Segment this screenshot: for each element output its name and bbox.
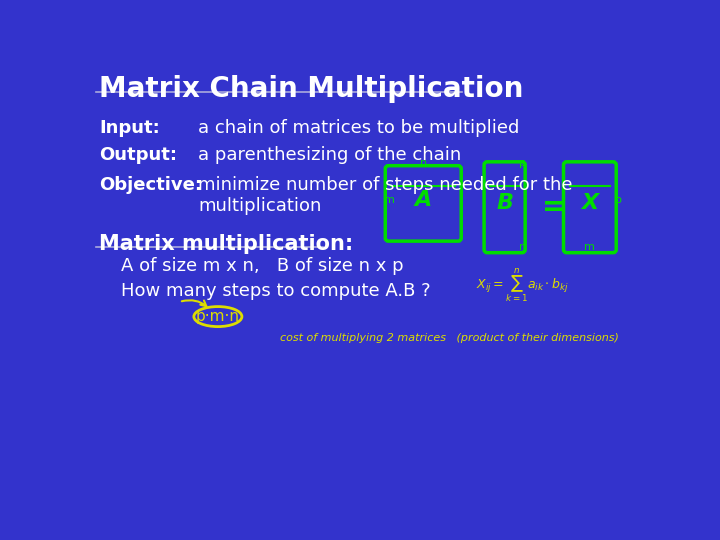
Text: B: B	[496, 193, 513, 213]
Text: p: p	[615, 194, 621, 205]
Text: n: n	[420, 158, 427, 168]
Text: m: m	[585, 242, 595, 252]
Text: Matrix multiplication:: Matrix multiplication:	[99, 234, 354, 254]
Text: X: X	[581, 193, 598, 213]
Text: How many steps to compute A.B ?: How many steps to compute A.B ?	[121, 282, 431, 300]
Text: Input:: Input:	[99, 119, 160, 137]
Text: m: m	[384, 194, 395, 205]
Text: multiplication: multiplication	[199, 197, 322, 215]
Text: =: =	[541, 193, 565, 221]
Text: a parenthesizing of the chain: a parenthesizing of the chain	[199, 146, 462, 164]
Text: A of size m x n,   B of size n x p: A of size m x n, B of size n x p	[121, 257, 404, 275]
Text: cost of multiplying 2 matrices   (product of their dimensions): cost of multiplying 2 matrices (product …	[280, 333, 618, 343]
Text: n: n	[519, 242, 526, 252]
Text: $X_{ij} = \sum_{k=1}^{n} a_{ik} \cdot b_{kj}$: $X_{ij} = \sum_{k=1}^{n} a_{ik} \cdot b_…	[476, 267, 569, 305]
Text: p·m·n: p·m·n	[196, 309, 240, 324]
Text: A: A	[415, 190, 432, 210]
Text: p: p	[519, 158, 526, 168]
Text: minimize number of steps needed for the: minimize number of steps needed for the	[199, 177, 573, 194]
Text: Output:: Output:	[99, 146, 177, 164]
Text: Objective:: Objective:	[99, 177, 202, 194]
Text: Matrix Chain Multiplication: Matrix Chain Multiplication	[99, 75, 523, 103]
Text: a chain of matrices to be multiplied: a chain of matrices to be multiplied	[199, 119, 520, 137]
